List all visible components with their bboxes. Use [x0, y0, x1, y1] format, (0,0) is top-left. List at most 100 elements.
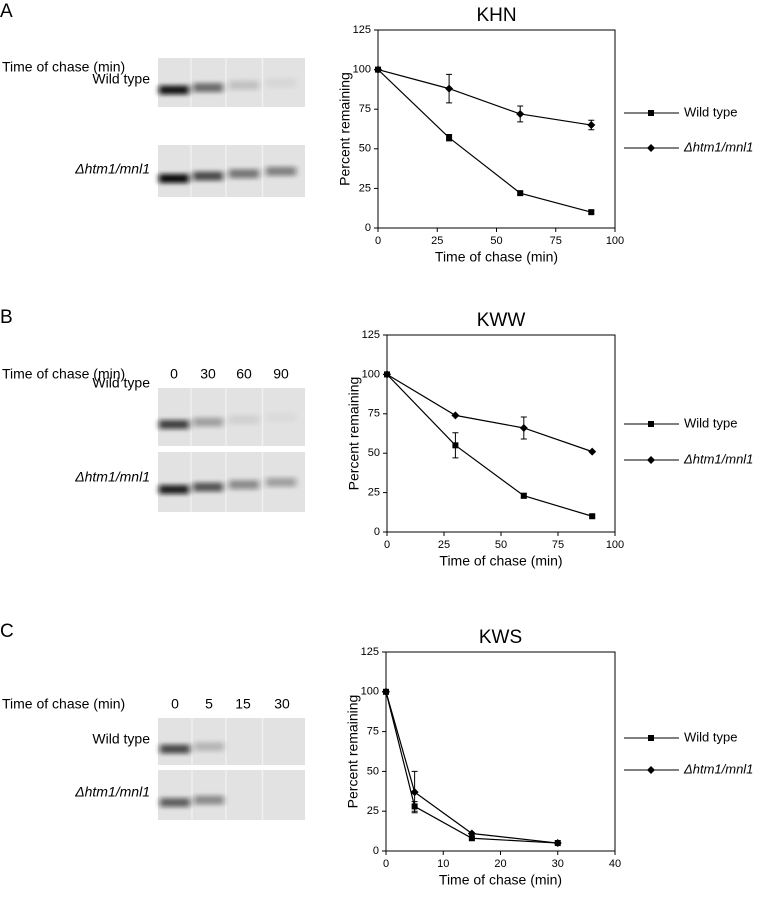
- gel-row-label: Δhtm1/mnl1: [74, 784, 150, 800]
- x-tick-label: 50: [495, 539, 507, 551]
- y-tick-label: 100: [362, 368, 380, 380]
- lane-label: 90: [273, 366, 289, 382]
- gel-band: [193, 417, 223, 427]
- y-tick-label: 100: [361, 686, 379, 698]
- y-tick-label: 125: [361, 646, 379, 658]
- marker: [445, 84, 454, 93]
- marker: [589, 513, 596, 520]
- marker: [467, 829, 476, 838]
- gel-band: [266, 166, 296, 176]
- y-tick-label: 0: [374, 526, 380, 538]
- gel-band: [266, 477, 296, 487]
- y-tick-label: 25: [359, 182, 371, 194]
- marker: [517, 190, 524, 197]
- x-tick-label: 75: [550, 235, 562, 247]
- panel-letter: A: [0, 1, 13, 22]
- gel-band: [159, 420, 189, 429]
- y-axis-label: Percent remaining: [337, 72, 353, 186]
- gel-band: [159, 485, 189, 494]
- x-tick-label: 100: [606, 539, 624, 551]
- gel-time-label: Time of chase (min): [2, 59, 125, 75]
- y-tick-label: 25: [367, 805, 379, 817]
- gel-band: [229, 169, 259, 179]
- gel-band: [194, 795, 224, 805]
- plot-frame: [377, 29, 616, 229]
- gel-row-label: Wild type: [92, 71, 150, 87]
- x-tick-label: 0: [375, 235, 381, 247]
- gel-band: [193, 171, 223, 181]
- x-tick-label: 30: [552, 858, 564, 870]
- chart-title: KWW: [477, 310, 526, 331]
- x-tick-label: 100: [606, 235, 624, 247]
- lane-label: 0: [170, 366, 178, 382]
- marker: [446, 134, 453, 141]
- y-tick-label: 50: [368, 447, 380, 459]
- gel-time-label: Time of chase (min): [2, 366, 125, 382]
- lane-label: 15: [235, 696, 251, 712]
- y-tick-label: 25: [368, 487, 380, 499]
- x-tick-label: 25: [438, 539, 450, 551]
- panel-letter: C: [0, 621, 14, 642]
- y-tick-label: 0: [373, 845, 379, 857]
- marker: [588, 447, 597, 456]
- legend-marker: [647, 456, 655, 464]
- series-line: [386, 373, 593, 453]
- marker: [452, 442, 459, 449]
- gel-band: [159, 174, 189, 183]
- y-tick-label: 125: [362, 329, 380, 341]
- series-line: [386, 373, 593, 517]
- legend-marker: [648, 735, 654, 741]
- legend-label: Wild type: [684, 729, 737, 744]
- lane-label: 60: [236, 366, 252, 382]
- gel-band: [159, 85, 189, 95]
- gel-band: [193, 83, 223, 93]
- plot-frame: [386, 334, 616, 533]
- marker: [383, 370, 391, 379]
- legend-label: Δhtm1/mnl1: [683, 451, 753, 466]
- gel-row-label: Δhtm1/mnl1: [74, 469, 150, 485]
- gel-band: [193, 482, 223, 492]
- lane-label: 0: [171, 696, 179, 712]
- marker: [520, 492, 527, 499]
- gel-image: [158, 770, 305, 820]
- chart-title: KHN: [476, 5, 516, 26]
- legend-label: Wild type: [684, 415, 737, 430]
- legend-label: Δhtm1/mnl1: [683, 761, 753, 776]
- gel-band: [229, 480, 259, 490]
- gel-row-label: Wild type: [92, 731, 150, 747]
- gel-band: [229, 80, 259, 90]
- y-tick-label: 75: [359, 103, 371, 115]
- x-tick-label: 75: [552, 539, 564, 551]
- series-line: [385, 691, 558, 844]
- marker: [382, 687, 390, 696]
- y-tick-label: 75: [368, 408, 380, 420]
- x-axis-label: Time of chase (min): [439, 872, 562, 888]
- chart-title: KWS: [479, 627, 522, 648]
- lane-label: 5: [205, 696, 213, 712]
- gel-row-label: Wild type: [92, 375, 150, 391]
- marker: [519, 423, 528, 432]
- marker: [587, 121, 596, 130]
- panel-letter: B: [0, 307, 13, 328]
- x-tick-label: 10: [437, 858, 449, 870]
- gel-row-label: Δhtm1/mnl1: [74, 161, 150, 177]
- marker: [516, 109, 525, 118]
- marker: [468, 835, 475, 842]
- legend-marker: [647, 766, 655, 774]
- y-axis-label: Percent remaining: [346, 377, 362, 491]
- x-tick-label: 0: [384, 539, 390, 551]
- y-tick-label: 100: [353, 64, 371, 76]
- legend-label: Wild type: [684, 104, 737, 119]
- gel-image: [158, 718, 305, 765]
- x-tick-label: 50: [490, 235, 502, 247]
- marker: [451, 411, 460, 420]
- gel-time-label: Time of chase (min): [2, 696, 125, 712]
- legend-marker: [647, 144, 655, 152]
- x-axis-label: Time of chase (min): [439, 553, 562, 569]
- x-tick-label: 20: [494, 858, 506, 870]
- legend-marker: [648, 421, 654, 427]
- y-tick-label: 0: [365, 222, 371, 234]
- series-line: [377, 69, 592, 213]
- x-tick-label: 25: [431, 235, 443, 247]
- x-tick-label: 0: [383, 858, 389, 870]
